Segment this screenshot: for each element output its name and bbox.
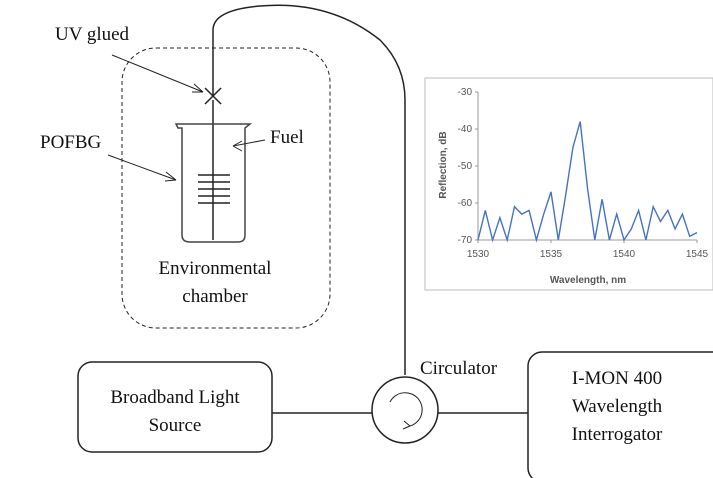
y-tick-label: -50 — [458, 161, 473, 172]
y-tick-label: -70 — [458, 235, 473, 246]
spectrum — [477, 121, 698, 243]
y-tick-label: -40 — [458, 124, 473, 135]
inset-frame — [424, 77, 713, 291]
label: POFBG — [40, 132, 102, 153]
box-text: Wavelength — [572, 396, 663, 417]
y-axis-label: Reflection, dB — [438, 131, 449, 198]
y-tick-label: -30 — [458, 87, 473, 98]
y-tick-label: -60 — [458, 198, 473, 209]
arrows — [107, 54, 266, 182]
beaker — [174, 123, 253, 243]
circulator — [371, 376, 439, 444]
box-text: Source — [149, 415, 202, 436]
label: Fuel — [270, 127, 304, 148]
circulator-arrow — [389, 392, 423, 430]
x-tick-label: 1530 — [467, 249, 490, 260]
source-box — [77, 361, 273, 453]
grating — [198, 174, 230, 204]
label: UV glued — [55, 24, 130, 45]
x-tick-label: 1545 — [686, 249, 709, 260]
x-tick-label: 1540 — [613, 249, 636, 260]
x-axis-label: Wavelength, nm — [550, 275, 626, 286]
glue-mark — [204, 87, 222, 105]
box-text: Broadband Light — [110, 387, 240, 408]
label: Environmental — [159, 258, 272, 279]
fiber — [212, 4, 406, 375]
box-text: I-MON 400 — [572, 368, 662, 389]
label: chamber — [182, 286, 248, 307]
interrogator-box — [527, 351, 713, 478]
label: Circulator — [420, 358, 498, 379]
box-text: Interrogator — [572, 424, 663, 445]
chamber — [121, 47, 331, 329]
x-tick-label: 1535 — [540, 249, 563, 260]
